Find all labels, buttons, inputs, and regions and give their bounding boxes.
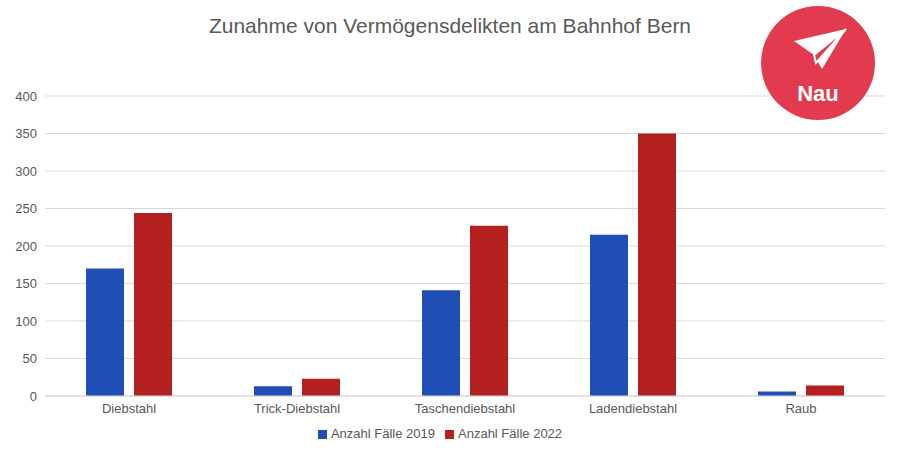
svg-text:250: 250	[15, 201, 37, 216]
svg-text:150: 150	[15, 276, 37, 291]
svg-text:400: 400	[15, 89, 37, 104]
svg-text:100: 100	[15, 314, 37, 329]
html-text:Anzahl Fälle 2022: Anzahl Fälle 2022	[458, 426, 563, 441]
svg-text:Trick-Diebstahl: Trick-Diebstahl	[254, 401, 340, 416]
svg-text:Ladendiebstahl: Ladendiebstahl	[589, 401, 677, 416]
svg-text:Nau: Nau	[797, 81, 839, 106]
svg-text:200: 200	[15, 239, 37, 254]
svg-text:Taschendiebstahl: Taschendiebstahl	[415, 401, 516, 416]
svg-text:350: 350	[15, 126, 37, 141]
svg-text:Raub: Raub	[785, 401, 816, 416]
svg-text:300: 300	[15, 164, 37, 179]
html-text:Anzahl Fälle 2019: Anzahl Fälle 2019	[330, 426, 435, 441]
svg-text:0: 0	[30, 389, 37, 404]
html-text:Zunahme von Vermögensdelikten: Zunahme von Vermögensdelikten am Bahnhof…	[208, 14, 692, 37]
svg-text:Diebstahl: Diebstahl	[102, 401, 156, 416]
svg-text:50: 50	[23, 351, 37, 366]
